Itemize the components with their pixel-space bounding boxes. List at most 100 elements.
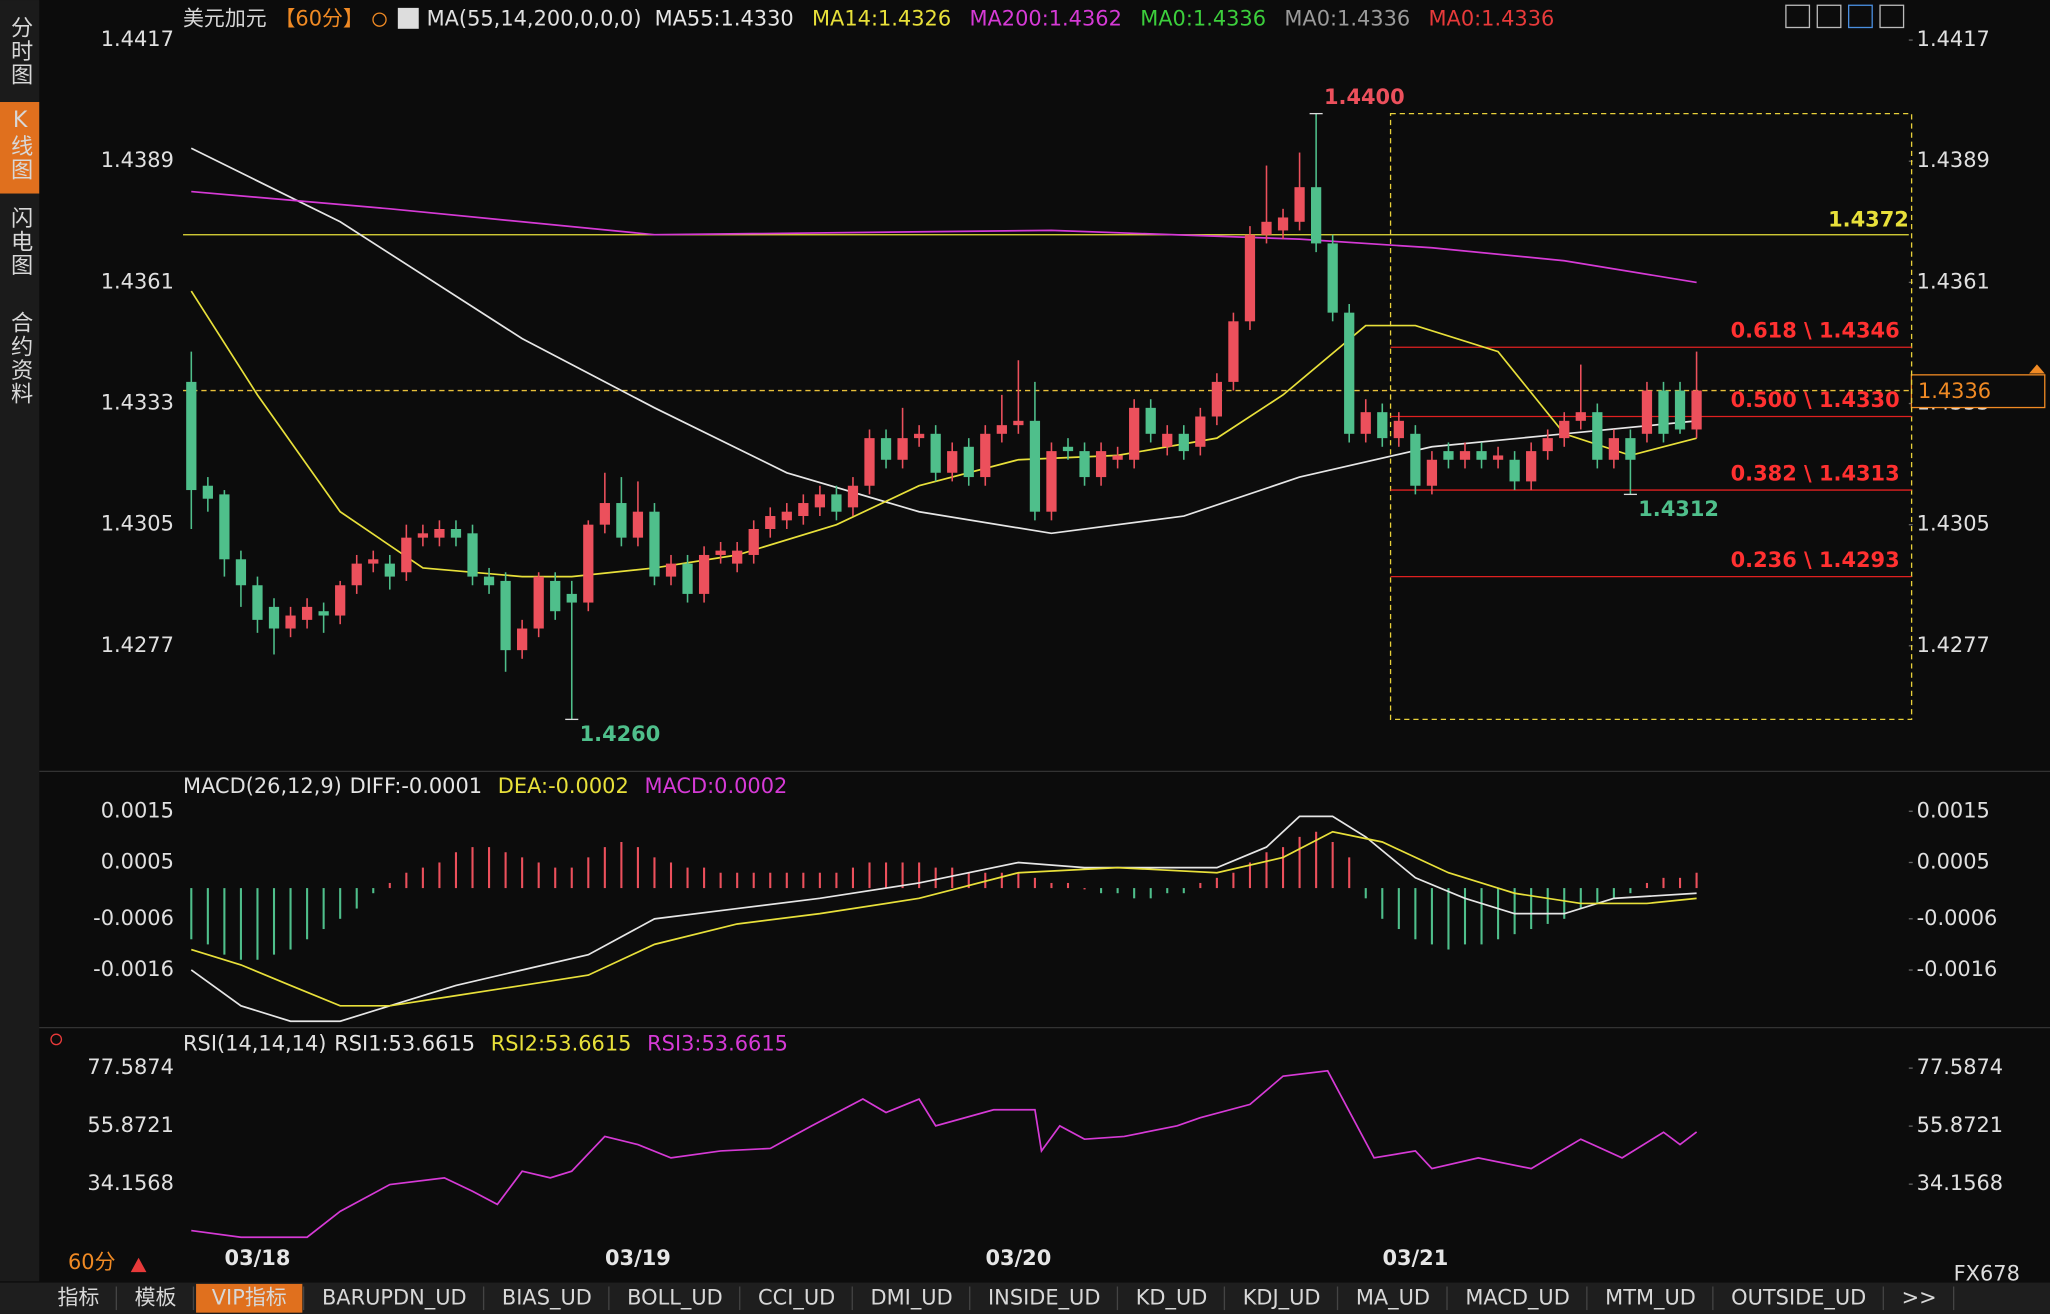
sun-icon (50, 1033, 63, 1046)
y-tick-label: -0.0006 (93, 906, 174, 930)
candle-body (1641, 390, 1653, 434)
candle-body (1029, 420, 1041, 512)
toolbar-tab[interactable]: VIP指标 (212, 1285, 287, 1309)
candle-body (252, 585, 263, 620)
add-icon[interactable] (372, 12, 387, 27)
toolbar-tab[interactable]: CCI_UD (758, 1285, 835, 1309)
candle-body (1013, 420, 1024, 426)
ma-icon[interactable] (397, 7, 419, 29)
candle-body (1426, 459, 1438, 486)
candle-body (616, 503, 627, 538)
period-label[interactable]: 60分 (68, 1250, 116, 1274)
candle-body (1542, 438, 1553, 452)
toolbar-tab[interactable]: 指标 (58, 1285, 100, 1309)
active-toolbar-tab (196, 1283, 303, 1313)
icon[interactable] (1785, 4, 1811, 29)
toolbar-tab[interactable]: MACD_UD (1465, 1285, 1570, 1309)
y-tick-label: 1.4305 (101, 512, 174, 536)
toolbar (0, 1282, 2050, 1314)
candle-body (1277, 217, 1289, 231)
toolbar-tab[interactable]: KD_UD (1136, 1285, 1208, 1309)
candle-body (1476, 451, 1487, 460)
toolbar-tab[interactable]: KDJ_UD (1243, 1285, 1321, 1309)
candle-body (980, 433, 991, 478)
indicator-line (191, 1069, 1698, 1239)
candle-body (632, 511, 644, 538)
candle-body (1459, 451, 1471, 460)
toolbar-tab[interactable]: BARUPDN_UD (322, 1285, 467, 1309)
extreme-label: 1.4260 (580, 722, 661, 746)
y-tick-label-right: 1.4361 (1917, 269, 1990, 293)
candle-body (318, 611, 329, 616)
sidebar-tab[interactable]: 闪电图 (7, 206, 33, 277)
toolbar-tab[interactable]: OUTSIDE_UD (1731, 1285, 1866, 1309)
icon[interactable] (1848, 4, 1873, 29)
y-tick-label-right: -0.0006 (1917, 906, 1998, 930)
y-tick-label: 1.4417 (101, 27, 174, 51)
candle-body (649, 511, 660, 577)
candle-body (1095, 451, 1107, 478)
candle-body (351, 563, 362, 586)
toolbar-tab[interactable]: DMI_UD (871, 1285, 953, 1309)
fib-label: 0.618 \ 1.4346 (1731, 319, 1900, 343)
y-tick-label-right: 1.4389 (1917, 148, 1990, 172)
candle-body (268, 606, 280, 629)
y-tick-label: 1.4361 (101, 269, 174, 293)
candle-body (1674, 390, 1686, 430)
candle-body (467, 533, 478, 577)
period-arrow[interactable] (130, 1257, 147, 1273)
hline-label: 1.4372 (1828, 207, 1909, 231)
candle-body (1377, 412, 1388, 439)
sidebar-tab[interactable]: 分时图 (7, 15, 33, 86)
candle-body (831, 494, 842, 512)
x-tick-label: 03/21 (1382, 1246, 1448, 1270)
candle-body (335, 585, 346, 616)
candle-body (1592, 412, 1603, 460)
legend-item: MA55:1.4330 (655, 7, 794, 31)
candle-body (235, 559, 247, 586)
view-icons (1785, 4, 1905, 29)
toolbar-tab[interactable]: MA_UD (1356, 1285, 1430, 1309)
toolbar-tab[interactable]: BIAS_UD (502, 1285, 592, 1309)
candle-body (748, 528, 759, 555)
y-tick-label-right: -0.0016 (1917, 957, 1998, 981)
candle-body (1327, 243, 1338, 313)
sidebar-tab[interactable]: 合约资料 (7, 311, 33, 406)
y-tick-label-right: 0.0005 (1917, 849, 1990, 873)
candle-body (1625, 438, 1636, 460)
toolbar-tab[interactable]: BOLL_UD (627, 1285, 723, 1309)
y-tick-label-right: 1.4305 (1917, 512, 1990, 536)
indicator-line (191, 830, 1697, 1007)
toolbar-tab[interactable]: 模板 (135, 1285, 177, 1309)
active-tab (0, 102, 40, 194)
candle-body (1492, 455, 1504, 460)
y-tick-label-right: 1.4277 (1917, 633, 1990, 657)
candle-body (1526, 451, 1537, 482)
candle-body (401, 537, 412, 573)
toolbar-tab[interactable]: INSIDE_UD (988, 1285, 1100, 1309)
candle-body (1344, 312, 1355, 434)
candle-body (996, 425, 1007, 434)
legend-item: MA0:1.4336 (1429, 7, 1555, 31)
y-tick-label: 1.4277 (101, 633, 174, 657)
icon[interactable] (1816, 4, 1842, 29)
sidebar-tab[interactable]: K线图 (7, 107, 33, 181)
toolbar-tab[interactable]: >> (1902, 1285, 1937, 1309)
candle-body (219, 494, 230, 560)
toolbar-tab[interactable]: MTM_UD (1605, 1285, 1696, 1309)
candle-body (665, 563, 677, 577)
last-price-arrow (2029, 364, 2045, 374)
legend-item: MACD:0.0002 (644, 774, 787, 798)
candle-body (583, 524, 594, 603)
y-tick-label: -0.0016 (93, 957, 174, 981)
y-tick-label: 1.4389 (101, 148, 174, 172)
candle-body (1443, 451, 1454, 460)
candle-body (1310, 187, 1322, 244)
candle-body (500, 580, 511, 651)
brand: FX678 (1954, 1262, 2020, 1286)
icon[interactable] (1879, 4, 1905, 29)
y-tick-label-right: 0.0015 (1917, 798, 1990, 822)
